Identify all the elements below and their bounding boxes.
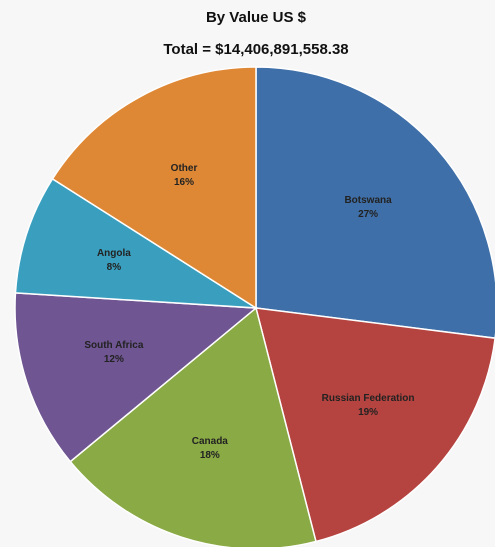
chart-title: By Value US $ bbox=[206, 9, 307, 26]
slice-value: 12% bbox=[104, 354, 124, 365]
pie-slice bbox=[255, 66, 495, 339]
pie-slice bbox=[14, 177, 257, 309]
slice-label: Canada bbox=[192, 436, 229, 447]
chart-subtitle: Total = $14,406,891,558.38 bbox=[163, 41, 348, 58]
pie-slice bbox=[254, 307, 495, 543]
slice-value: 27% bbox=[358, 209, 378, 220]
slice-label: Russian Federation bbox=[322, 393, 415, 404]
slice-label: Angola bbox=[97, 248, 131, 259]
slice-value: 18% bbox=[200, 450, 220, 461]
slice-label: South Africa bbox=[84, 340, 144, 351]
slice-value: 16% bbox=[174, 177, 194, 188]
pie-slice bbox=[14, 292, 258, 463]
pie-slice bbox=[51, 66, 257, 310]
slice-label: Other bbox=[171, 163, 198, 174]
slice-value: 19% bbox=[358, 407, 378, 418]
slice-value: 8% bbox=[107, 262, 122, 273]
slice-label: Botswana bbox=[344, 195, 392, 206]
